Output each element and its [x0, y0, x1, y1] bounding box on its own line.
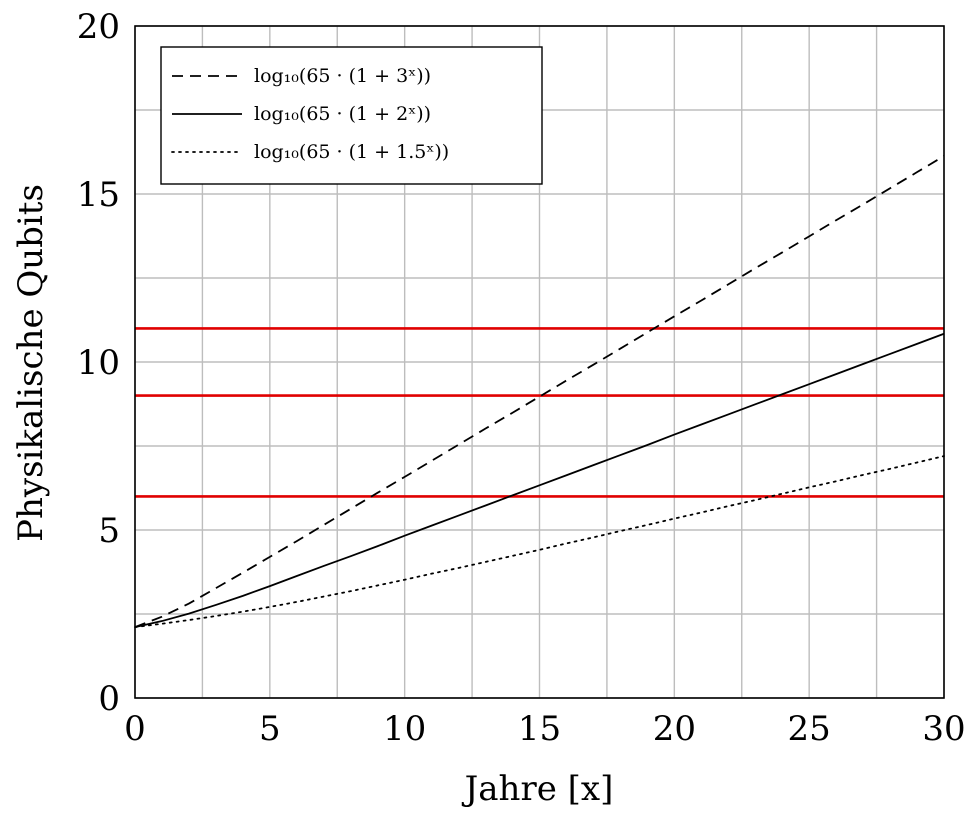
legend-label: log₁₀(65 · (1 + 2ˣ)) [254, 103, 431, 125]
series-line-dashed [134, 155, 945, 628]
x-axis-label: Jahre [x] [462, 769, 614, 809]
y-tick-label: 10 [77, 343, 120, 383]
x-tick-label: 5 [259, 709, 281, 749]
x-tick-label: 0 [124, 709, 146, 749]
y-tick-label: 15 [77, 175, 120, 215]
x-tick-label: 25 [788, 709, 831, 749]
legend: log₁₀(65 · (1 + 3ˣ)) log₁₀(65 · (1 + 2ˣ))… [160, 46, 543, 185]
reference-lines [135, 327, 944, 498]
plot-frame [134, 25, 945, 699]
tick-labels: 0 5 10 15 20 25 30 0 5 10 15 20 [77, 7, 966, 749]
x-tick-label: 15 [518, 709, 561, 749]
series-line-solid [134, 332, 945, 628]
y-tick-label: 5 [98, 511, 120, 551]
y-axis-label: Physikalische Qubits [11, 184, 51, 542]
series-lines [134, 155, 945, 628]
x-tick-label: 10 [383, 709, 426, 749]
series-line-dotted [134, 455, 945, 628]
legend-box [160, 46, 543, 185]
y-tick-label: 0 [98, 679, 120, 719]
y-tick-label: 20 [77, 7, 120, 47]
x-tick-label: 20 [653, 709, 696, 749]
x-tick-label: 30 [922, 709, 965, 749]
legend-label: log₁₀(65 · (1 + 1.5ˣ)) [254, 141, 449, 163]
legend-label: log₁₀(65 · (1 + 3ˣ)) [254, 65, 431, 87]
